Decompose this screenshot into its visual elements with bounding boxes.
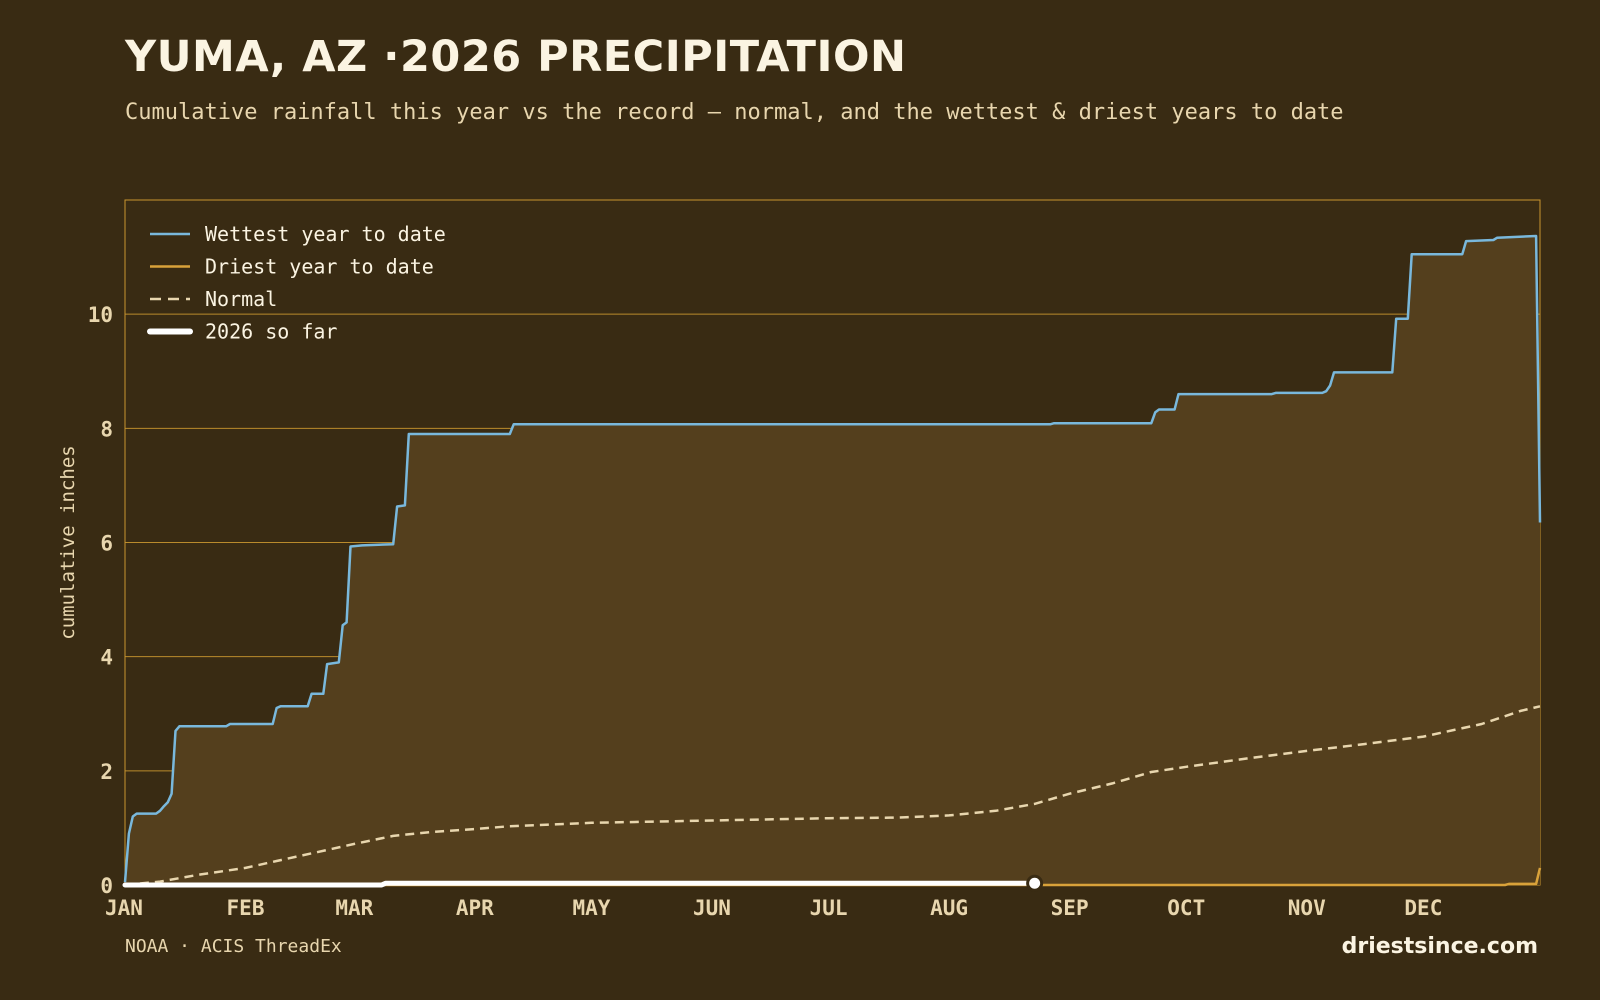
x-tick-label: AUG — [930, 896, 968, 920]
x-tick-label: APR — [456, 896, 494, 920]
wettest-area-fill — [125, 236, 1540, 885]
source-credit: NOAA · ACIS ThreadEx — [125, 936, 342, 957]
y-axis-label: cumulative inches — [57, 445, 79, 639]
legend-label-2026-so-far: 2026 so far — [205, 320, 337, 344]
series-2026-so-far — [122, 880, 1038, 888]
chart-title: YUMA, AZ ·2026 PRECIPITATION — [125, 32, 907, 82]
legend-label-wettest-year-to-date: Wettest year to date — [205, 222, 446, 246]
x-tick-label: MAY — [573, 896, 611, 920]
x-axis-ticks: JAN FEB MAR APR MAY JUN JUL AUG SEP OCT NOV DEC — [105, 896, 1442, 920]
x-tick-label: JUN — [693, 896, 731, 920]
y-tick-label: 6 — [100, 532, 113, 556]
x-tick-label: JAN — [105, 896, 143, 920]
y-tick-label: 10 — [88, 303, 113, 327]
y-tick-label: 8 — [100, 417, 113, 441]
series-layer — [122, 234, 1542, 892]
x-tick-label: OCT — [1167, 896, 1205, 920]
y-tick-label: 4 — [100, 646, 113, 670]
y-tick-label: 2 — [100, 760, 113, 784]
current-day-marker — [1026, 874, 1044, 892]
legend-label-normal: Normal — [205, 287, 277, 311]
legend: Wettest year to date Driest year to date N… — [147, 222, 446, 344]
brand-link[interactable]: driestsince.com — [1341, 934, 1538, 959]
x-tick-label: NOV — [1288, 896, 1326, 920]
legend-label-driest-year-to-date: Driest year to date — [205, 255, 434, 279]
x-tick-label: MAR — [335, 896, 373, 920]
y-tick-label: 0 — [100, 874, 113, 898]
x-tick-label: DEC — [1404, 896, 1442, 920]
y-axis-ticks: 0 2 4 6 8 10 — [88, 303, 113, 898]
chart-subtitle: Cumulative rainfall this year vs the rec… — [125, 100, 1344, 125]
series-driest-year-to-date — [125, 867, 1542, 887]
series-normal — [124, 705, 1541, 887]
series-wettest-year-to-date — [123, 234, 1542, 883]
x-tick-label: FEB — [227, 896, 265, 920]
x-tick-label: JUL — [810, 896, 848, 920]
x-tick-label: SEP — [1051, 896, 1089, 920]
